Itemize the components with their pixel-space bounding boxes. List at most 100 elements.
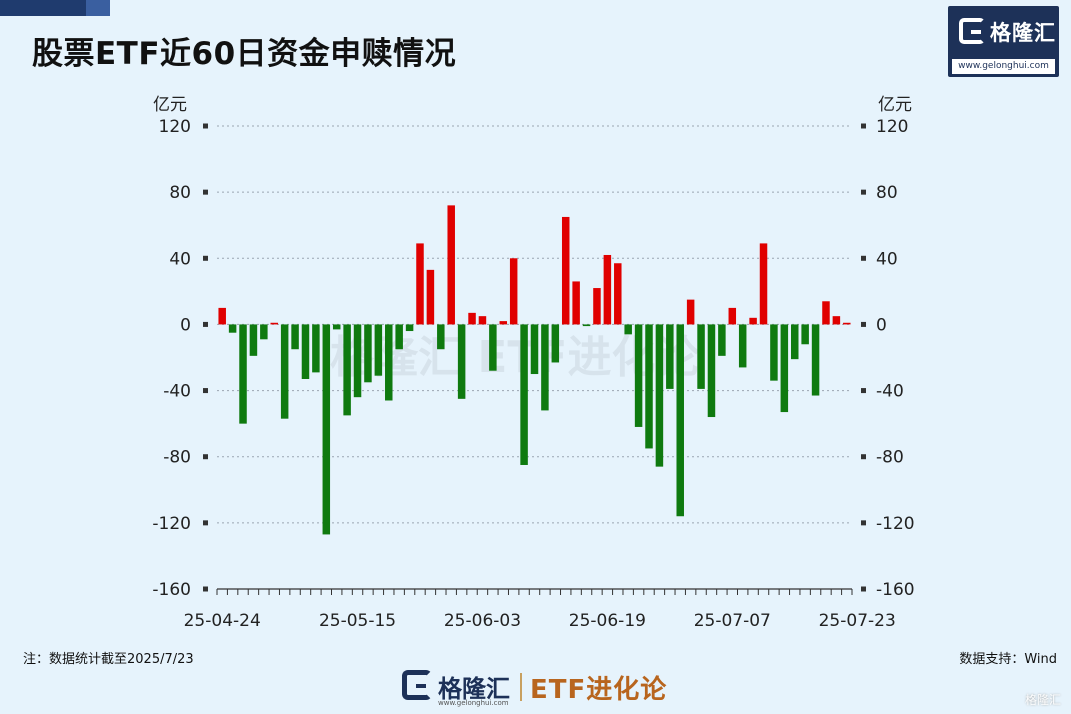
- bar: [499, 321, 508, 325]
- y-tick-label-left: 40: [169, 249, 191, 269]
- corner-watermark: 格隆汇: [1024, 693, 1061, 707]
- brand-g-icon: [959, 18, 985, 44]
- corner-decoration: [0, 0, 110, 16]
- bar: [437, 324, 445, 350]
- bar: [770, 324, 778, 381]
- x-tick-label: 25-06-19: [569, 611, 646, 631]
- y-tick-mark-left: [203, 123, 208, 129]
- bar: [749, 317, 757, 325]
- y-tick-mark-left: [203, 388, 208, 394]
- chart-title: 股票ETF近60日资金申赎情况: [32, 36, 457, 72]
- bar: [468, 312, 476, 325]
- bar: [843, 322, 851, 325]
- y-tick-mark-right: [861, 586, 866, 592]
- bar: [676, 324, 684, 517]
- y-tick-mark-right: [861, 520, 866, 526]
- y-axis-unit-right: 亿元: [878, 95, 912, 115]
- y-tick-mark-right: [861, 255, 866, 261]
- bar: [822, 301, 830, 325]
- bar: [343, 324, 351, 416]
- bar: [280, 324, 289, 419]
- y-tick-mark-left: [203, 520, 208, 526]
- x-tick-label: 25-05-15: [319, 611, 396, 631]
- bar: [322, 324, 331, 535]
- bar: [759, 243, 768, 325]
- y-tick-label-left: -80: [163, 448, 191, 468]
- bar: [697, 324, 705, 389]
- y-tick-label-left: 0: [180, 315, 191, 335]
- bar: [332, 324, 341, 330]
- bar: [364, 324, 372, 383]
- y-tick-label-left: -40: [163, 382, 191, 402]
- bar: [520, 324, 528, 465]
- bar: [395, 324, 403, 350]
- bar: [572, 281, 580, 325]
- bar: [530, 324, 539, 375]
- bar: [457, 324, 466, 399]
- footer-logo: 格隆汇 www.gelonghui.com ETF进化论: [402, 667, 692, 707]
- x-tick-label: 25-04-24: [184, 611, 261, 631]
- bar: [218, 307, 226, 325]
- y-tick-mark-right: [861, 454, 866, 460]
- footnote: 注：数据统计截至2025/7/23: [23, 652, 194, 667]
- y-tick-label-left: -120: [152, 514, 191, 534]
- x-tick-label: 25-07-07: [694, 611, 771, 631]
- bar: [832, 316, 841, 325]
- y-tick-mark-right: [861, 321, 866, 327]
- bar: [561, 216, 570, 325]
- footer-brand-url: www.gelonghui.com: [438, 699, 509, 707]
- bar: [666, 324, 674, 389]
- footer-brand-name: 格隆汇: [438, 675, 510, 703]
- bar: [686, 299, 695, 325]
- bar: [780, 324, 789, 413]
- y-tick-mark-right: [861, 388, 866, 394]
- bar: [718, 324, 726, 356]
- brand-name: 格隆汇: [990, 21, 1056, 45]
- bar: [645, 324, 653, 449]
- bar: [614, 263, 622, 325]
- y-tick-label-right: -120: [876, 514, 915, 534]
- y-tick-mark-right: [861, 123, 866, 129]
- bar: [801, 324, 809, 345]
- y-tick-label-right: -80: [876, 448, 904, 468]
- bar: [374, 324, 383, 376]
- y-tick-label-left: -160: [152, 580, 191, 600]
- y-tick-label-right: -40: [876, 382, 904, 402]
- bar: [541, 324, 549, 411]
- bar: [478, 316, 487, 325]
- bar: [655, 324, 664, 467]
- footer-tagline: ETF进化论: [530, 675, 668, 705]
- bar: [228, 324, 237, 333]
- y-tick-label-left: 120: [159, 117, 191, 137]
- bar: [603, 254, 612, 325]
- y-tick-mark-left: [203, 255, 208, 261]
- brand-url: www.gelonghui.com: [952, 59, 1055, 74]
- bar: [301, 324, 310, 379]
- bar: [624, 324, 632, 335]
- y-axis-unit-left: 亿元: [153, 95, 187, 115]
- x-tick-label: 25-07-23: [819, 611, 896, 631]
- data-source: 数据支持：Wind: [959, 652, 1057, 667]
- bar: [489, 324, 497, 371]
- brand-logo: 格隆汇 www.gelonghui.com: [948, 6, 1059, 77]
- bar: [405, 324, 414, 332]
- bar: [426, 269, 435, 325]
- bar: [790, 324, 799, 360]
- bar: [551, 324, 560, 363]
- y-tick-mark-left: [203, 454, 208, 460]
- y-tick-mark-left: [203, 189, 208, 195]
- bar: [728, 307, 737, 325]
- y-tick-mark-right: [861, 189, 866, 195]
- y-tick-label-right: 40: [876, 249, 898, 269]
- bar: [239, 324, 247, 424]
- bar: [593, 288, 601, 325]
- bar: [249, 324, 258, 356]
- bar: [509, 258, 518, 325]
- bar: [291, 324, 299, 350]
- y-tick-label-left: 80: [169, 183, 191, 203]
- bar: [353, 324, 362, 398]
- x-tick-label: 25-06-03: [444, 611, 521, 631]
- bar: [385, 324, 393, 401]
- bar: [738, 324, 747, 368]
